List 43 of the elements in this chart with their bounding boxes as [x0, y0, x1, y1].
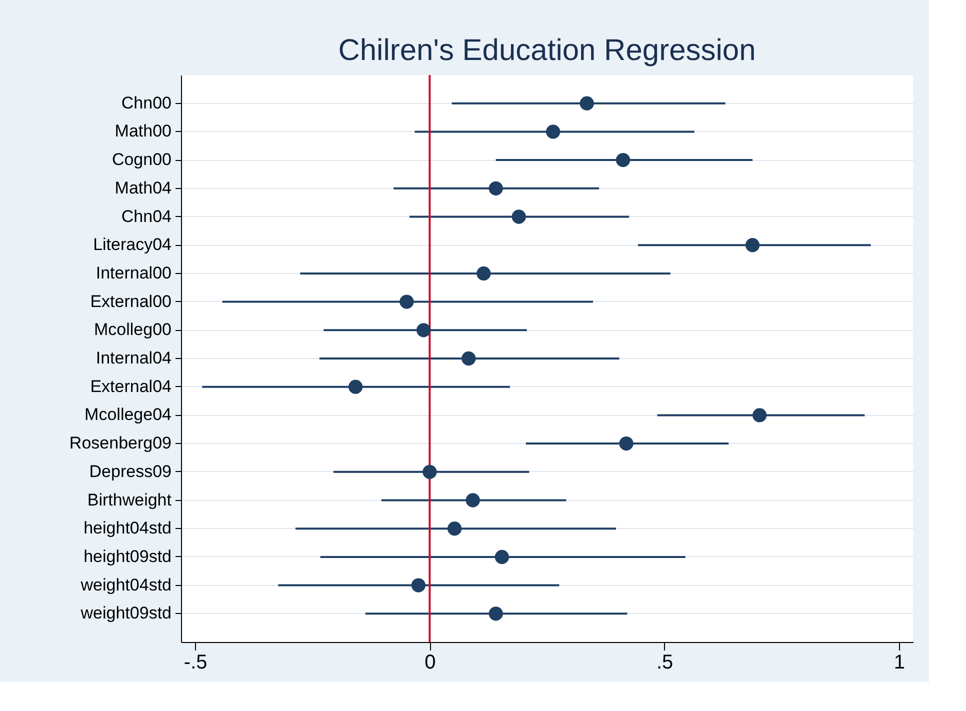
point [616, 152, 630, 168]
y-tick-label: Cogn00 [112, 150, 172, 170]
x-tick-label: -.5 [184, 652, 208, 674]
point [580, 96, 594, 110]
y-tick-label: height04std [84, 518, 172, 538]
point [466, 493, 480, 508]
point [422, 464, 437, 479]
y-tick-label: External00 [90, 292, 172, 311]
x-tick-label: .5 [656, 652, 674, 674]
point [348, 380, 363, 394]
point [512, 210, 526, 224]
y-tick-label: Chn00 [121, 93, 172, 112]
point [752, 408, 767, 422]
y-tick-label: Rosenberg09 [69, 434, 172, 453]
y-tick-label: Mcolleg00 [94, 320, 172, 340]
y-tick-label: Birthweight [87, 490, 172, 510]
point [476, 266, 491, 281]
point [745, 238, 760, 252]
point [488, 606, 503, 621]
y-tick-label: Depress09 [89, 462, 172, 481]
y-tick-label: Math04 [114, 178, 172, 198]
x-tick-label: 0 [424, 652, 436, 674]
y-tick-label: Chn04 [121, 206, 172, 226]
point [447, 522, 462, 536]
y-tick-label: Mcollege04 [84, 405, 172, 424]
point [619, 436, 634, 451]
y-tick-label: weight04std [80, 575, 172, 594]
point [416, 323, 431, 338]
y-tick-label: Internal04 [96, 348, 172, 368]
point [488, 181, 503, 196]
point [462, 351, 476, 366]
y-tick-label: height09std [84, 546, 172, 566]
y-tick-label: Literacy04 [93, 235, 172, 254]
point [400, 294, 414, 309]
y-tick-label: Internal00 [96, 263, 172, 282]
y-tick-label: Math00 [114, 122, 172, 141]
point [494, 550, 510, 564]
chart-title: Chilren's Education Regression [338, 34, 756, 67]
x-tick-label: 1 [894, 652, 905, 674]
y-tick-label: weight09std [80, 604, 172, 623]
point [546, 124, 560, 139]
point [411, 578, 426, 592]
y-tick-label: External04 [90, 376, 172, 396]
